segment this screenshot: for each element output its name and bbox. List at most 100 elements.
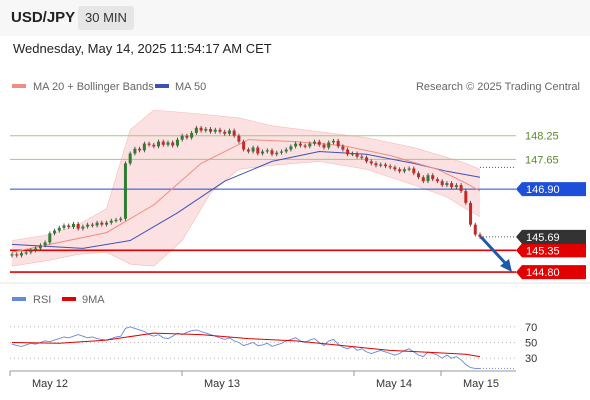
candle-body: [450, 183, 454, 188]
candle-body: [123, 163, 127, 219]
timestamp: Wednesday, May 14, 2025 11:54:17 AM CET: [13, 41, 272, 56]
rsi-tick-label-70: 70: [525, 322, 537, 334]
moving-averages: [11, 139, 481, 253]
candle-body: [19, 253, 23, 256]
candle-body: [261, 151, 265, 154]
ma50-legend-label: MA 50: [175, 81, 206, 93]
candle-body: [341, 146, 345, 150]
key-levels: [10, 135, 516, 273]
candle-body: [270, 150, 274, 155]
candle-body: [62, 225, 66, 228]
candle-body: [38, 245, 42, 249]
candle-body: [175, 139, 179, 146]
candle-body: [275, 152, 279, 155]
candle-body: [298, 143, 302, 146]
candle-body: [166, 142, 170, 145]
candle-body: [67, 225, 71, 228]
rsi-tick-label-30: 30: [525, 353, 537, 365]
candle-body: [15, 254, 19, 256]
candle-body: [355, 153, 359, 157]
candle-body: [213, 129, 217, 132]
candle-body: [303, 145, 307, 147]
candle-body: [10, 254, 14, 256]
candle-body: [317, 141, 321, 145]
rsi-legend-swatch: [12, 297, 26, 301]
candlesticks: [10, 125, 482, 258]
candle-body: [53, 230, 57, 234]
candle-body: [43, 242, 47, 246]
candle-body: [171, 142, 175, 146]
candle-body: [100, 222, 104, 225]
last-price-label: 145.69: [526, 232, 560, 244]
candle-body: [76, 223, 80, 229]
bollinger-upper-line: [11, 109, 481, 241]
candle-body: [242, 141, 246, 150]
candle-body: [138, 148, 142, 151]
candle-body: [48, 233, 52, 243]
candle-body: [464, 191, 468, 203]
level-label-146.90: 146.90: [526, 184, 560, 196]
timeframe-button[interactable]: 30 MIN: [78, 6, 134, 30]
candle-body: [336, 140, 340, 147]
candle-body: [194, 127, 198, 133]
candle-body: [81, 226, 85, 229]
x-tick-label-0: May 12: [32, 378, 68, 390]
candle-body: [161, 141, 165, 145]
candle-body: [109, 220, 113, 223]
candle-body: [383, 164, 387, 167]
candle-body: [71, 223, 75, 228]
candle-body: [421, 177, 425, 182]
level-tag-144.80: [516, 265, 586, 280]
candle-body: [454, 185, 458, 188]
candle-body: [478, 234, 482, 237]
candle-body: [34, 248, 38, 251]
forecast-arrow-head-icon: [500, 259, 512, 272]
candle-body: [265, 150, 269, 152]
candle-body: [105, 222, 109, 225]
candle-body: [199, 127, 203, 131]
candle-body: [365, 157, 369, 162]
candle-body: [327, 142, 331, 148]
header-bar: USD/JPY 30 MIN: [0, 0, 590, 36]
ma50-legend-swatch: [155, 84, 169, 88]
candle-body: [279, 151, 283, 153]
candle-body: [388, 166, 392, 168]
ma20-legend-swatch: [12, 84, 26, 88]
candle-body: [128, 153, 132, 164]
candle-body: [204, 128, 208, 131]
rsi-ma-legend-label: 9MA: [82, 294, 105, 306]
candle-body: [417, 173, 421, 178]
rsi-tick-label-50: 50: [525, 338, 537, 350]
candle-body: [133, 148, 137, 154]
candle-body: [90, 224, 94, 226]
bollinger-band-fill: [12, 110, 480, 267]
candle-body: [374, 163, 378, 166]
level-tag-146.90: [516, 182, 586, 197]
candle-body: [218, 129, 222, 132]
candle-body: [360, 156, 364, 158]
candle-body: [426, 175, 430, 182]
candle-body: [407, 168, 411, 170]
rsi-ma-line: [11, 332, 481, 358]
candle-body: [256, 147, 260, 154]
candle-body: [246, 149, 250, 152]
candle-body: [190, 132, 194, 138]
candle-body: [445, 183, 449, 186]
candle-body: [398, 169, 402, 172]
level-label-144.80: 144.80: [526, 267, 560, 279]
candle-body: [402, 169, 406, 172]
candle-body: [180, 135, 184, 140]
candle-body: [294, 143, 298, 147]
candle-body: [322, 144, 326, 148]
instrument-symbol: USD/JPY: [11, 9, 76, 26]
x-tick-label-1: May 13: [204, 378, 240, 390]
candle-body: [313, 141, 317, 144]
candle-body: [469, 202, 473, 225]
x-tick-label-2: May 14: [376, 378, 412, 390]
candle-body: [157, 141, 161, 147]
x-tick-label-3: May 15: [463, 378, 499, 390]
rsi-legend-label: RSI: [33, 294, 51, 306]
candle-body: [152, 144, 156, 147]
credit-text: Research © 2025 Trading Central: [416, 81, 580, 93]
